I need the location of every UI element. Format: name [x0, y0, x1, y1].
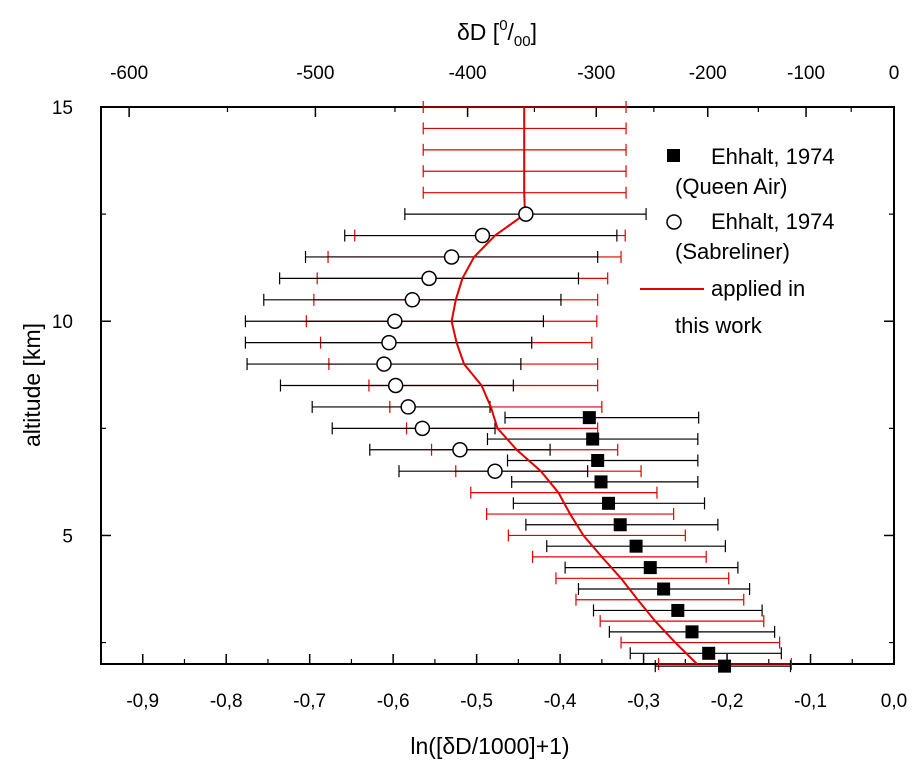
sabreliner-point [421, 270, 437, 287]
x-tick-label: -0,6 [377, 691, 410, 712]
x-tick-label: -0,4 [544, 691, 577, 712]
sabreliner-point [452, 442, 468, 458]
x-tick-label: -0,8 [210, 691, 243, 712]
legend-marker-queen-air [667, 149, 680, 162]
top-tick-label: -500 [296, 63, 334, 84]
applied-error-bar [555, 572, 730, 585]
x-tick-label: -0,5 [460, 691, 493, 712]
sabreliner-point [376, 356, 392, 372]
top-tick-label: -200 [689, 63, 727, 84]
sabreliner-point [443, 249, 460, 265]
sabreliner-error-bar [331, 422, 496, 435]
x-axis-title: ln([δD/1000]+1) [410, 733, 569, 759]
top-tick-label: -600 [110, 63, 148, 84]
queen-air-point [591, 453, 605, 467]
queen-air-point [586, 432, 600, 446]
y-tick-label: 5 [62, 526, 73, 547]
legend-label-queen-air-1: Ehhalt, 1974 [711, 144, 835, 169]
legend-label-sabreliner-1: Ehhalt, 1974 [711, 209, 835, 234]
top-tick-label: -300 [577, 63, 615, 84]
sabreliner-point [387, 377, 404, 394]
series-layer [244, 101, 792, 673]
legend-marker-sabreliner [666, 214, 682, 230]
sabreliner-point [400, 399, 416, 415]
queen-air-point [594, 475, 608, 489]
queen-air-point [702, 646, 716, 660]
queen-air-point [657, 582, 671, 596]
applied-error-bar [470, 486, 658, 499]
top-tick-label: 0 [889, 63, 900, 84]
x-tick-label: -0,2 [711, 691, 744, 712]
top-tick-label: -100 [787, 63, 825, 84]
queen-air-point [685, 625, 699, 639]
y-tick-label: 15 [52, 98, 73, 119]
queen-air-point [613, 518, 627, 532]
y-tick-label: 10 [52, 312, 73, 333]
legend: Ehhalt, 1974 (Queen Air) Ehhalt, 1974 (S… [640, 144, 835, 338]
x-tick-label: -0,9 [126, 691, 159, 712]
sabreliner-point [404, 292, 421, 308]
applied-error-bar [620, 636, 781, 649]
queen-air-point [602, 496, 616, 510]
x-tick-label: -0,1 [794, 691, 827, 712]
sabreliner-point [387, 313, 403, 329]
sabreliner-point [487, 463, 503, 479]
sabreliner-point [518, 206, 534, 222]
sabreliner-point [474, 227, 491, 244]
legend-label-applied-1: applied in [711, 276, 805, 301]
queen-air-error-bar [504, 411, 700, 424]
x-tick-label: 0,0 [881, 691, 907, 712]
applied-line [450, 107, 698, 665]
applied-error-bar [575, 593, 745, 606]
applied-error-bar [486, 508, 675, 521]
queen-air-point [671, 603, 685, 617]
applied-error-bar [507, 529, 686, 542]
applied-error-bar [531, 550, 707, 563]
legend-label-sabreliner-2: (Sabreliner) [675, 239, 790, 264]
queen-air-point [629, 539, 643, 553]
sabreliner-point [381, 334, 397, 351]
applied-error-bar [599, 615, 765, 628]
top-tick-label: -400 [449, 63, 487, 84]
sabreliner-point [414, 420, 431, 437]
top-axis-title: δD [0/00] [457, 17, 537, 50]
x-tick-label: -0,7 [293, 691, 326, 712]
ticks-layer: -0,9 -0,8 -0,7 -0,6 -0,5 -0,4 -0,3 -0,2 -0,1 0,0 -… [52, 63, 907, 712]
queen-air-point [582, 411, 596, 425]
x-tick-label: -0,3 [627, 691, 660, 712]
y-axis-title: altitude [km] [19, 323, 45, 447]
queen-air-point [643, 561, 657, 575]
legend-label-queen-air-2: (Queen Air) [675, 174, 788, 199]
queen-air-point [718, 659, 732, 673]
legend-label-applied-2: this work [675, 313, 763, 338]
